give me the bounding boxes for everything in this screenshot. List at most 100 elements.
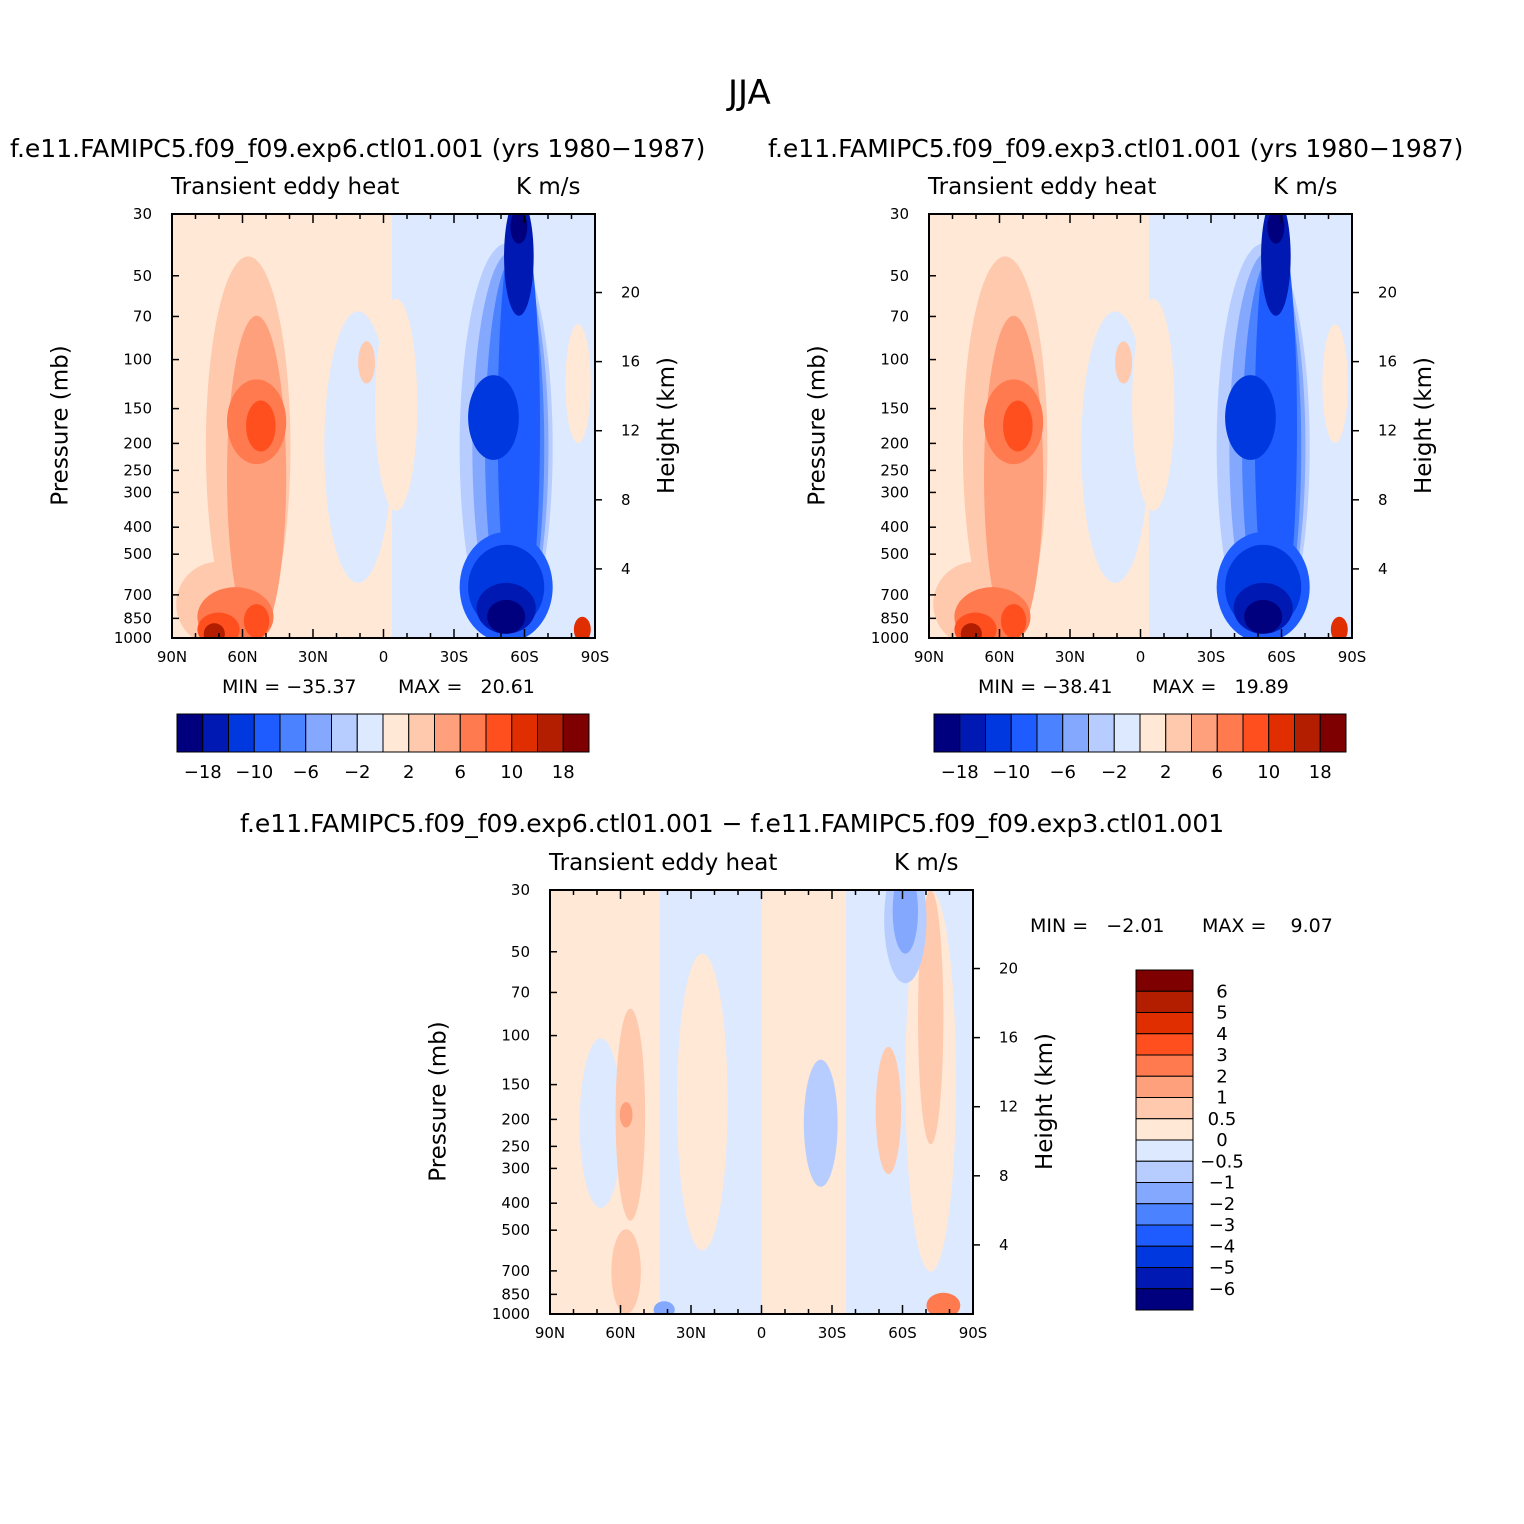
y2-tick-label: 4 (1378, 560, 1388, 578)
colorbar-box (985, 713, 1012, 753)
panel-2-contour-field (929, 214, 1352, 638)
y-tick-label: 50 (511, 943, 530, 961)
contour-band (1115, 341, 1133, 384)
panel-1-title: f.e11.FAMIPC5.f09_f09.exp6.ctl01.001 (yr… (10, 134, 706, 163)
y-tick-label: 200 (880, 434, 909, 452)
colorbar-box (1135, 1139, 1194, 1162)
colorbar-label: 10 (1257, 762, 1280, 783)
contour-band (324, 311, 392, 583)
colorbar-label: 18 (1309, 762, 1332, 783)
colorbar-label: −2 (1101, 762, 1128, 783)
colorbar-label: 6 (455, 762, 466, 783)
colorbar-box (1135, 1118, 1194, 1141)
y2-tick-label: 16 (1378, 353, 1397, 371)
colorbar-box (1216, 713, 1244, 753)
colorbar-box (933, 713, 961, 753)
x-tick-label: 60N (984, 648, 1014, 666)
y-tick-label: 200 (501, 1110, 530, 1128)
y-tick-label: 400 (501, 1194, 530, 1212)
panel-1-contour-field (172, 214, 595, 638)
x-tick-label: 0 (1136, 648, 1146, 666)
colorbar-box (1010, 713, 1038, 753)
contour-band (619, 1102, 633, 1128)
colorbar-box (382, 713, 410, 753)
contour-band (375, 298, 418, 511)
contour-band (611, 1229, 641, 1314)
colorbar-box (356, 713, 384, 753)
panel-1-colorbar: −18 −10 −6 −2 2 6 10 18 (176, 713, 590, 783)
y2-tick-label: 12 (1378, 422, 1397, 440)
colorbar-label: −6 (292, 762, 319, 783)
colorbar-label: 6 (1216, 981, 1227, 1002)
x-tick-label: 60S (510, 648, 539, 666)
y-tick-label: 70 (890, 307, 909, 325)
contour-band (676, 953, 728, 1251)
x-tick-label: 90N (535, 1324, 565, 1342)
panel-3-min: MIN = −2.01 (1030, 915, 1165, 937)
panel-2-title: f.e11.FAMIPC5.f09_f09.exp3.ctl01.001 (yr… (768, 134, 1464, 163)
colorbar-box (1268, 713, 1295, 753)
y-tick-label: 100 (123, 351, 152, 369)
y-tick-label: 300 (501, 1159, 530, 1177)
y-tick-label: 50 (890, 267, 909, 285)
y-tick-label: 850 (880, 609, 909, 627)
panel-2-min: MIN = −38.41 (978, 676, 1113, 698)
x-tick-label: 30S (440, 648, 469, 666)
contour-band (918, 890, 944, 1145)
colorbar-box (176, 713, 204, 753)
contour-band (504, 214, 534, 316)
panel-2-variable-label: Transient eddy heat (928, 174, 1157, 200)
panel-2-colorbar: −18 −10 −6 −2 2 6 10 18 (933, 713, 1347, 783)
y-tick-label: 70 (133, 307, 152, 325)
contour-band (1261, 214, 1291, 316)
colorbar-label: 10 (500, 762, 523, 783)
y2-tick-label: 12 (621, 422, 640, 440)
contour-band (653, 1301, 675, 1314)
colorbar-box (1135, 1182, 1194, 1205)
colorbar-box (1135, 1160, 1194, 1183)
contour-band (1330, 616, 1348, 638)
y-tick-label: 500 (880, 545, 909, 563)
x-tick-label: 60N (227, 648, 257, 666)
colorbar-label: −10 (992, 762, 1030, 783)
colorbar-label: 5 (1216, 1003, 1227, 1024)
colorbar-label: 3 (1216, 1045, 1227, 1066)
colorbar-label: 6 (1212, 762, 1223, 783)
panel-2-max: MAX = 19.89 (1152, 676, 1289, 698)
y-tick-label: 250 (123, 461, 152, 479)
y-tick-label: 30 (890, 205, 909, 223)
y-tick-label: 300 (880, 483, 909, 501)
x-tick-label: 60S (1267, 648, 1296, 666)
colorbar-box (1135, 1224, 1194, 1247)
contour-band (1132, 298, 1175, 511)
contour-band (510, 214, 528, 244)
colorbar-box (1135, 969, 1194, 992)
contour-band (1000, 604, 1027, 638)
y-tick-label: 30 (133, 205, 152, 223)
y-tick-label: 70 (511, 983, 530, 1001)
colorbar-box (1242, 713, 1270, 753)
contour-band (497, 214, 541, 638)
panel-2-axes: 30 50 70 100 150 200 250 300 400 500 700 850 1000 20 1… (871, 205, 1397, 666)
panel-3-contour-field (550, 890, 973, 1314)
colorbar-box (1319, 713, 1347, 753)
y-tick-label: 500 (123, 545, 152, 563)
colorbar-label: −10 (235, 762, 273, 783)
y-tick-label: 200 (123, 434, 152, 452)
x-tick-label: 90S (581, 648, 610, 666)
colorbar-box (511, 713, 538, 753)
y2-tick-label: 20 (999, 960, 1018, 978)
y-tick-label: 100 (501, 1027, 530, 1045)
colorbar-box (959, 713, 986, 753)
y2-tick-label: 20 (1378, 284, 1397, 302)
colorbar-box (305, 713, 332, 753)
y-tick-label: 700 (123, 586, 152, 604)
colorbar-box (1135, 1203, 1194, 1226)
colorbar-label: 0.5 (1208, 1109, 1237, 1130)
contour-band (203, 623, 225, 638)
contour-band (892, 890, 919, 954)
panel-3-max: MAX = 9.07 (1202, 915, 1333, 937)
panel-3-axes: 30 50 70 100 150 200 250 300 400 500 700 850 1000 20 1… (492, 881, 1018, 1342)
